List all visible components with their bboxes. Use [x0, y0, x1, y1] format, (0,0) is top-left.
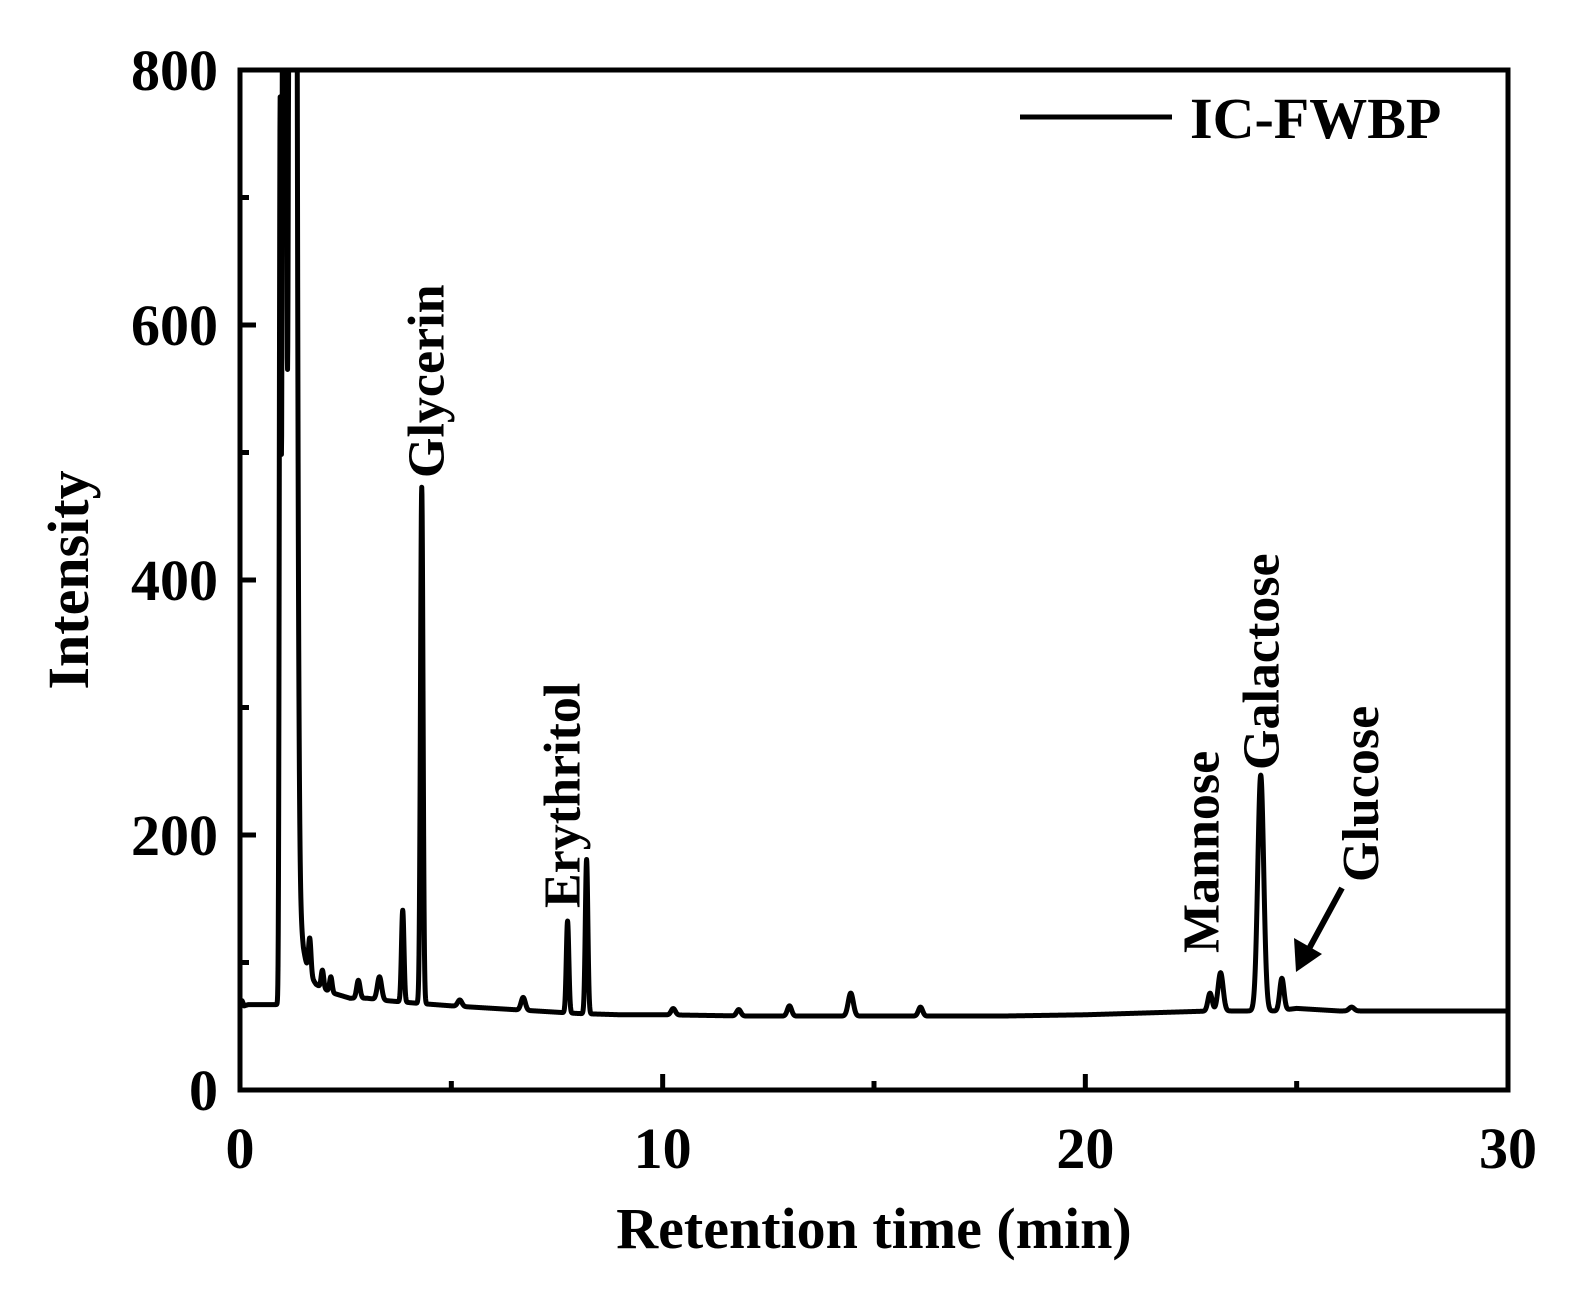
y-axis-title: Intensity [36, 470, 101, 689]
x-axis-title: Retention time (min) [616, 1196, 1131, 1261]
annotation-erythritol: Erythritol [535, 683, 592, 908]
x-axis: 0 10 20 30 [226, 1074, 1537, 1181]
x-tick-label: 20 [1056, 1116, 1114, 1181]
glucose-arrow-head [1294, 938, 1322, 972]
y-tick-label: 600 [131, 293, 218, 358]
annotation-mannose: Mannose [1174, 751, 1231, 953]
legend-label-ic-fwbp: IC-FWBP [1190, 86, 1441, 151]
series-line-ic-fwbp [237, 67, 1511, 1019]
y-tick-label: 400 [131, 548, 218, 613]
annotation-glycerin: Glycerin [399, 284, 456, 478]
y-tick-label: 800 [131, 38, 218, 103]
x-tick-label: 30 [1479, 1116, 1537, 1181]
x-tick-label: 10 [634, 1116, 692, 1181]
annotation-glucose: Glucose [1333, 706, 1390, 882]
y-axis: 0 200 400 600 800 [131, 38, 256, 1123]
x-tick-label: 0 [226, 1116, 255, 1181]
legend: IC-FWBP [1020, 86, 1441, 151]
y-tick-label: 200 [131, 803, 218, 868]
glucose-arrow-line [1301, 886, 1345, 960]
annotation-galactose: Galactose [1234, 553, 1291, 770]
y-tick-label: 0 [189, 1058, 218, 1123]
